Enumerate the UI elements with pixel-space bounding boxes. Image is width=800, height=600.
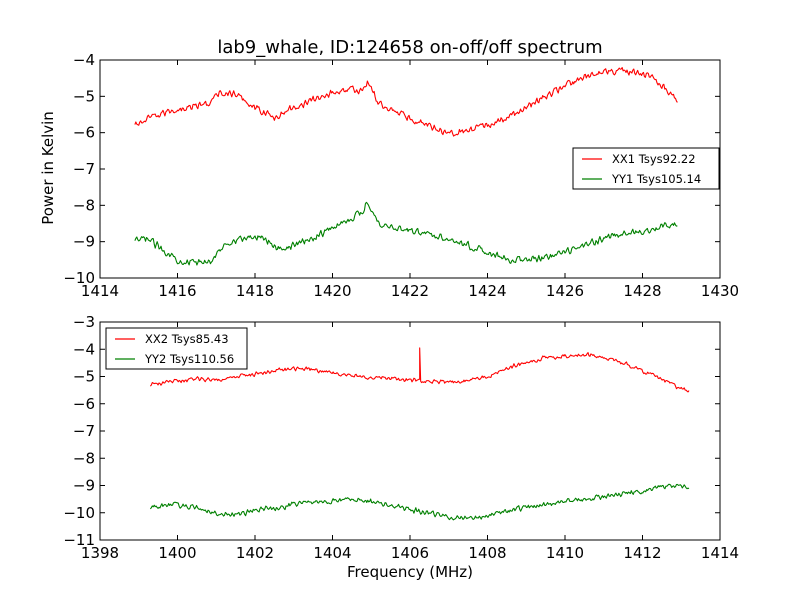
- x-tick-label: 1416: [158, 282, 196, 300]
- legend-entry: YY1 Tsys105.14: [611, 172, 701, 186]
- x-tick-label: 1424: [468, 282, 506, 300]
- series-line-1-2: [134, 201, 678, 266]
- y-tick-label: −9: [73, 233, 95, 251]
- y-tick-label: −10: [63, 269, 95, 287]
- x-tick-label: 1412: [623, 544, 661, 562]
- legend-box: [572, 147, 720, 190]
- x-tick-label: 1406: [391, 544, 429, 562]
- y-tick-label: −4: [73, 51, 95, 69]
- series-line-2-2: [149, 483, 690, 521]
- x-tick-label: 1402: [236, 544, 274, 562]
- y-tick-label: −11: [63, 531, 95, 549]
- x-tick-label: 1408: [468, 544, 506, 562]
- y-tick-label: −3: [73, 313, 95, 331]
- series-line-1-1: [134, 67, 678, 137]
- series-line-2-1: [149, 347, 690, 393]
- y-tick-label: −7: [73, 160, 95, 178]
- legend-entry: YY2 Tsys110.56: [144, 352, 234, 366]
- legend-2: XX2 Tsys85.43 YY2 Tsys110.56: [105, 327, 248, 370]
- x-tick-label: 1422: [391, 282, 429, 300]
- y-tick-label: −4: [73, 340, 95, 358]
- y-tick-label: −6: [73, 395, 95, 413]
- x-tick-label: 1418: [236, 282, 274, 300]
- x-tick-label: 1400: [158, 544, 196, 562]
- figure-title: lab9_whale, ID:124658 on-off/off spectru…: [217, 37, 602, 58]
- x-tick-label: 1404: [313, 544, 351, 562]
- plot-2: 1398 1400 1402 1404 1406 1408 1410 1412 1414 −3 −4…: [63, 313, 739, 562]
- x-tick-label: 1428: [623, 282, 661, 300]
- y-axis-label: Power in Kelvin: [39, 111, 57, 225]
- y-tick-label: −6: [73, 124, 95, 142]
- x-tick-label: 1426: [546, 282, 584, 300]
- y-tick-label: −10: [63, 504, 95, 522]
- x-tick-label: 1420: [313, 282, 351, 300]
- plots-group: 1414 1416 1418 1420 1422 1424 1426 1428 1430 −4 −5…: [63, 51, 739, 562]
- x-tick-label: 1414: [701, 544, 739, 562]
- legend-entry: XX1 Tsys92.22: [612, 152, 696, 166]
- y-tick-label: −8: [73, 449, 95, 467]
- y-tick-label: −8: [73, 196, 95, 214]
- x-tick-label: 1414: [81, 282, 119, 300]
- legend-1: XX1 Tsys92.22 YY1 Tsys105.14: [572, 147, 720, 190]
- x-tick-label: 1410: [546, 544, 584, 562]
- y-tick-label: −7: [73, 422, 95, 440]
- x-tick-label: 1430: [701, 282, 739, 300]
- y-tick-label: −5: [73, 368, 95, 386]
- x-axis-label: Frequency (MHz): [347, 563, 473, 581]
- legend-entry: XX2 Tsys85.43: [145, 332, 229, 346]
- legend-box: [105, 327, 248, 370]
- x-tick-label: 1398: [81, 544, 119, 562]
- plot-1: 1414 1416 1418 1420 1422 1424 1426 1428 1430 −4 −5…: [63, 51, 739, 300]
- y-tick-label: −5: [73, 87, 95, 105]
- y-tick-label: −9: [73, 477, 95, 495]
